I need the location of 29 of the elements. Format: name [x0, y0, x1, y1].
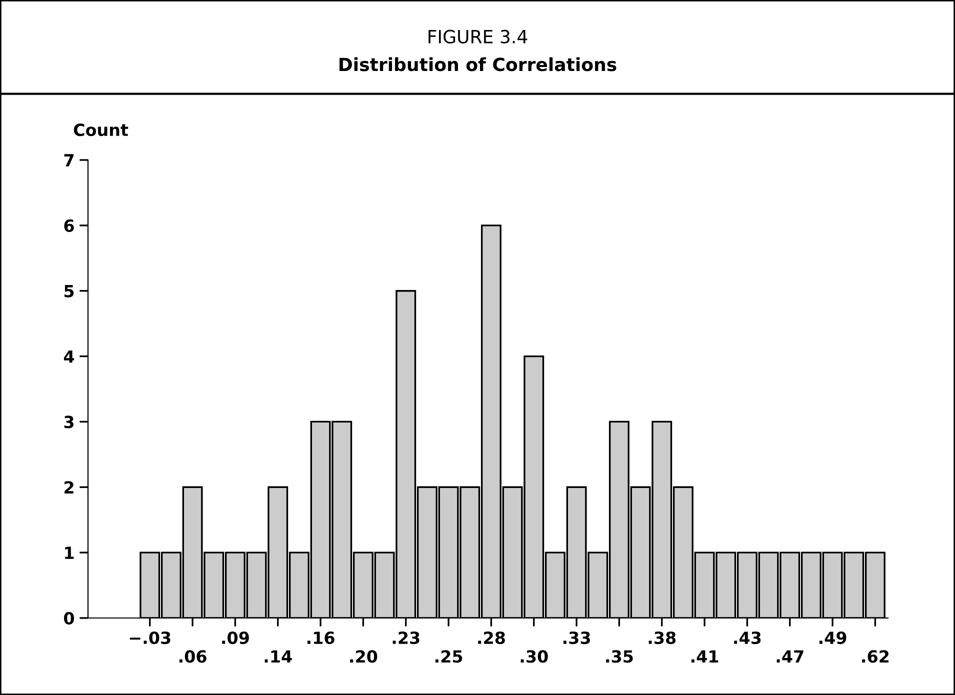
- x-tick-label: .43: [734, 631, 761, 644]
- y-tick-label: 2: [64, 481, 74, 494]
- y-tick-label: 6: [64, 219, 74, 232]
- x-tick-label: .25: [435, 650, 462, 663]
- x-tick-label: .62: [862, 650, 889, 663]
- y-tick-label: 4: [64, 350, 74, 363]
- x-tick-label: .30: [520, 650, 548, 663]
- x-tick-label: .41: [691, 650, 718, 663]
- chart-subtitle: Distribution of Correlations: [340, 57, 616, 72]
- x-tick-label: −.03: [130, 631, 170, 644]
- x-tick-label: .16: [307, 632, 334, 644]
- x-tick-label: .28: [478, 631, 505, 644]
- chart-title: FIGURE 3.4: [428, 30, 528, 44]
- x-tick-label: .47: [776, 650, 804, 663]
- x-tick-label: .33: [563, 631, 590, 644]
- y-tick-label: 1: [65, 546, 74, 559]
- x-tick-label: .06: [179, 650, 206, 663]
- y-tick-label: 7: [64, 154, 74, 166]
- x-tick-label: .20: [350, 650, 378, 663]
- x-tick-label: .09: [222, 631, 249, 644]
- x-tick-label: .38: [648, 631, 676, 644]
- x-tick-label: .23: [392, 631, 420, 644]
- x-tick-label: .49: [819, 632, 846, 644]
- x-tick-label: .14: [264, 650, 292, 663]
- y-tick-label: 3: [64, 416, 74, 428]
- y-axis-title: Count: [74, 124, 128, 136]
- y-tick-label: 0: [64, 612, 74, 625]
- y-tick-label: 5: [64, 285, 74, 298]
- x-tick-label: .35: [606, 650, 633, 663]
